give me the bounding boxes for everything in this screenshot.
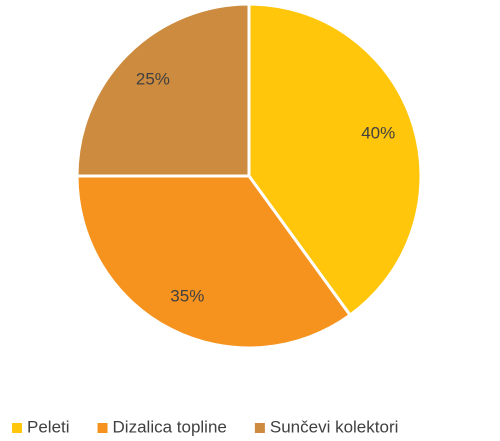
data-label: 25%: [136, 69, 170, 88]
legend-label: Sunčevi kolektori: [270, 417, 399, 436]
legend-label: Dizalica topline: [113, 417, 227, 436]
data-label: 40%: [361, 123, 395, 142]
legend-swatch: [254, 423, 265, 433]
legend-swatch: [97, 423, 108, 433]
pie-slice: [75, 174, 353, 350]
legend-swatch: [12, 423, 22, 433]
pie-slice: [247, 2, 423, 318]
data-label: 35%: [170, 287, 204, 306]
pie-slice: [75, 2, 251, 178]
legend-label: Peleti: [27, 417, 70, 436]
